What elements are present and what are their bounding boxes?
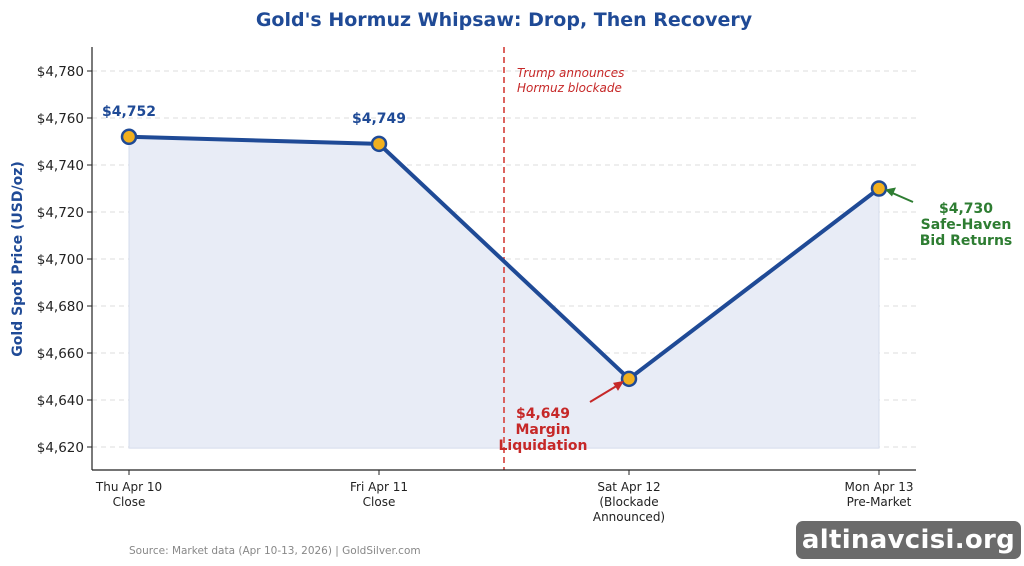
y-tick-label: $4,680 [37, 299, 84, 315]
annotation-text: Bid Returns [920, 233, 1013, 249]
source-note: Source: Market data (Apr 10-13, 2026) | … [129, 545, 421, 557]
data-point [370, 135, 388, 153]
series-line [127, 134, 881, 381]
annotation-arrowhead [885, 187, 896, 197]
y-tick-label: $4,740 [37, 158, 84, 174]
annotation-text: $4,730 [939, 201, 993, 217]
data-label: $4,749 [352, 111, 406, 127]
y-tick-label: $4,760 [37, 111, 84, 127]
event-label: Hormuz blockade [517, 81, 622, 95]
chart-title: Gold's Hormuz Whipsaw: Drop, Then Recove… [256, 9, 753, 31]
event-label: Trump announces [517, 66, 624, 80]
x-tick-label: Close [363, 495, 396, 509]
annotation-text: Margin [515, 422, 570, 438]
data-point [620, 370, 638, 388]
annotation-arrow [589, 382, 621, 403]
x-tick-label: Sat Apr 12 [597, 480, 660, 494]
x-tick-label: Pre-Market [847, 495, 912, 509]
y-tick-label: $4,720 [37, 205, 84, 221]
annotation-arrowhead [613, 380, 624, 391]
data-point [120, 128, 138, 146]
y-tick-label: $4,640 [37, 393, 84, 409]
watermark-badge: altinavcisi.org [796, 521, 1021, 559]
annotation-text: Safe-Haven [921, 217, 1012, 233]
y-axis-title: Gold Spot Price (USD/oz) [10, 161, 26, 356]
x-tick-label: Fri Apr 11 [350, 480, 408, 494]
x-tick-label: Announced) [593, 510, 665, 524]
annotation-text: $4,649 [516, 406, 570, 422]
x-tick-label: Mon Apr 13 [845, 480, 914, 494]
y-tick-label: $4,700 [37, 252, 84, 268]
data-point [870, 180, 888, 197]
data-label: $4,752 [102, 104, 156, 120]
y-tick-label: $4,780 [37, 64, 84, 80]
x-tick-label: Thu Apr 10 [95, 480, 162, 494]
x-tick-label: Close [113, 495, 146, 509]
x-tick-label: (Blockade [599, 495, 658, 509]
annotation-text: Liquidation [498, 438, 587, 454]
y-tick-label: $4,660 [37, 346, 84, 362]
y-tick-label: $4,620 [37, 440, 84, 456]
